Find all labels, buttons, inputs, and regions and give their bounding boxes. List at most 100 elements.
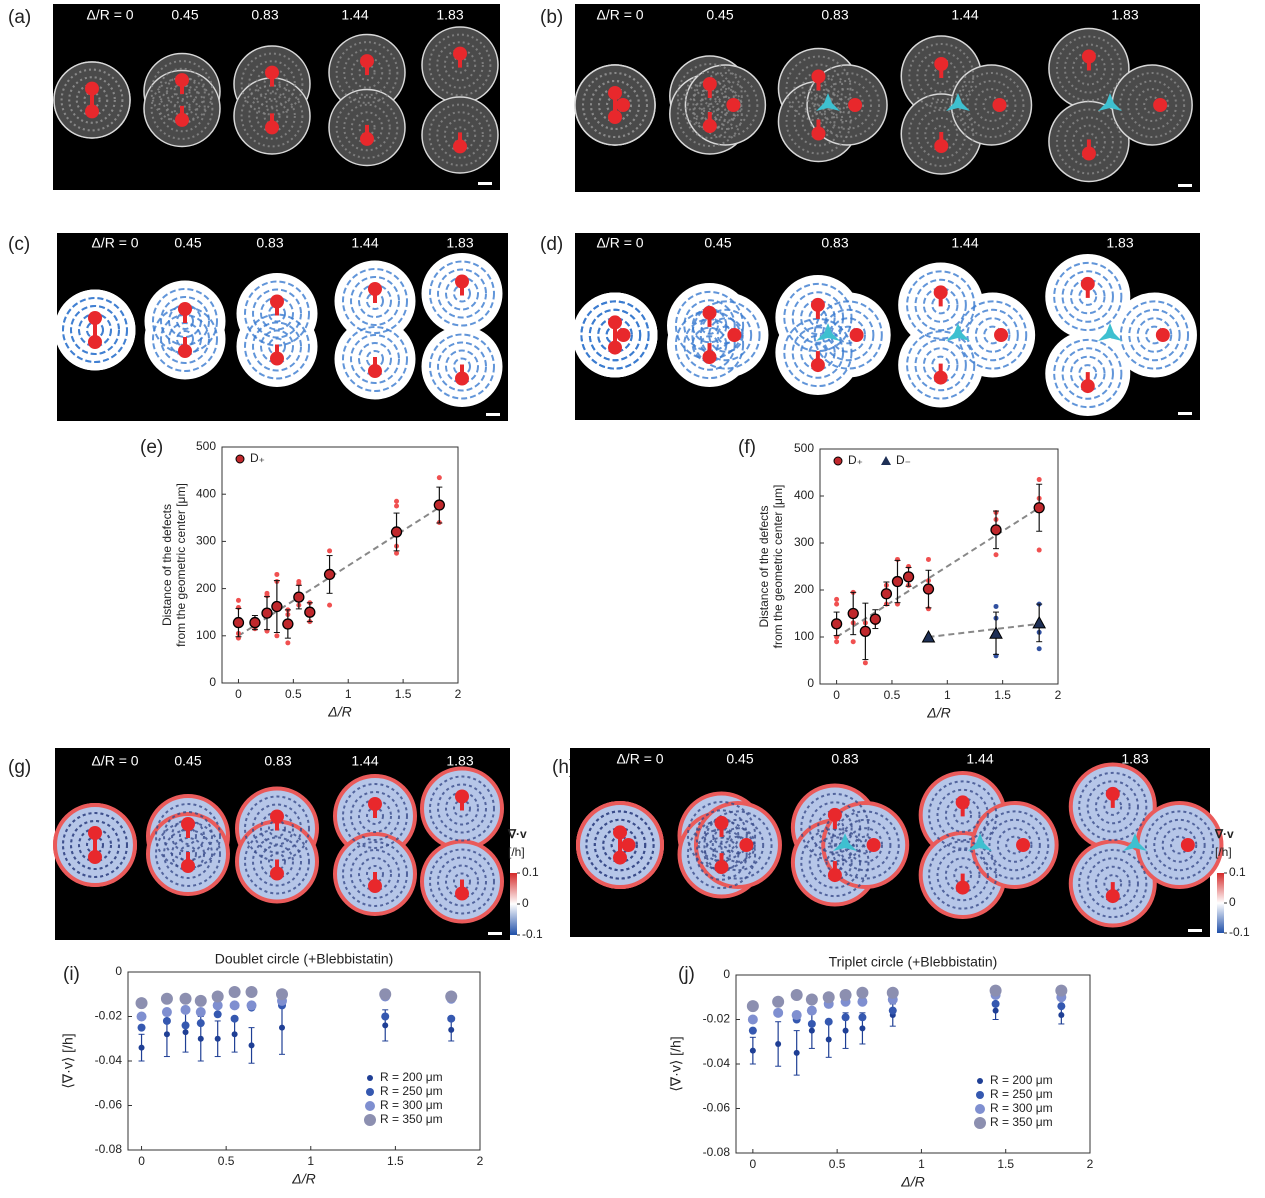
ratio-label: 0.45 (704, 235, 731, 251)
plus-defect (175, 112, 189, 127)
x-tick-label: 1 (307, 1154, 314, 1168)
plus-defect (265, 65, 279, 80)
plus-defect (726, 98, 741, 112)
texture (590, 80, 640, 130)
texture (62, 812, 128, 878)
plus-defect (85, 81, 99, 96)
texture (248, 60, 296, 108)
plus-defect-tail (939, 132, 944, 142)
plus-defect (270, 809, 284, 824)
plus-defect-tail (938, 363, 943, 374)
plus-defect-tail (373, 357, 377, 367)
texture (801, 71, 836, 106)
data-point (991, 999, 1000, 1008)
plus-defect (455, 371, 469, 386)
data-point (276, 988, 288, 1001)
legend-marker (235, 454, 245, 464)
plus-defect (727, 328, 742, 342)
x-tick-label: 1.5 (994, 688, 1011, 702)
plus-defect-tail (90, 97, 94, 108)
texture (908, 43, 975, 109)
data-point (445, 990, 458, 1003)
plus-defect-tail (832, 818, 837, 829)
plus-defect (1016, 838, 1031, 852)
plus-defect-tail (816, 119, 821, 130)
ratio-label: 1.83 (1111, 7, 1138, 23)
texture (793, 63, 844, 114)
texture (847, 827, 884, 863)
texture (350, 111, 384, 144)
plus-defect-tail (939, 68, 944, 78)
legend-marker (977, 1078, 983, 1084)
scale-bar (488, 932, 502, 935)
data-point (181, 1021, 190, 1030)
data-point (1055, 984, 1068, 997)
plus-defect (810, 358, 825, 373)
plus-defect (453, 139, 467, 154)
minus-defect (833, 833, 857, 851)
data-point (1057, 1002, 1066, 1011)
sample-point (394, 550, 400, 556)
x-tick-label: 0 (235, 687, 242, 701)
texture (924, 117, 959, 151)
x-tick-label: 1 (918, 1157, 925, 1171)
data-point (841, 1013, 850, 1022)
plus-defect (811, 126, 826, 141)
texture (814, 72, 881, 138)
panel-label: (f) (738, 437, 756, 458)
data-point (842, 1027, 849, 1034)
data-point (261, 607, 273, 619)
data-point (323, 568, 336, 581)
plus-defect (934, 57, 949, 71)
texture (914, 338, 967, 392)
scale-bar (1188, 929, 1202, 932)
y-axis-label: from the geometric center [μm] (174, 483, 188, 647)
texture (953, 805, 973, 825)
plus-defect-tail (707, 343, 712, 354)
plus-defect (1080, 379, 1095, 394)
texture (800, 792, 870, 863)
plus-defect (178, 344, 192, 358)
texture (1086, 857, 1139, 910)
texture (996, 827, 1033, 863)
y-tick-label: 0 (115, 964, 122, 978)
texture (928, 780, 998, 850)
cell-domain (970, 801, 1059, 889)
plus-defect (849, 328, 864, 342)
y-tick-label: -0.06 (95, 1098, 123, 1112)
plus-defect (739, 838, 754, 852)
minus-defect (1098, 323, 1122, 341)
texture (1069, 355, 1106, 392)
texture (1071, 51, 1106, 86)
texture (1119, 300, 1190, 370)
ratio-label: 0.83 (821, 7, 848, 23)
plus-defect (714, 860, 729, 875)
ratio-label: 0.45 (171, 7, 198, 23)
texture (793, 96, 844, 147)
plus-defect (368, 879, 382, 893)
data-point (213, 1010, 222, 1019)
data-point (790, 989, 803, 1002)
texture (830, 317, 867, 353)
sample-point (327, 602, 333, 608)
texture (800, 299, 836, 336)
texture (928, 840, 998, 910)
plus-defect (360, 54, 374, 69)
plus-defect (827, 868, 842, 883)
texture (1061, 270, 1114, 323)
texture (936, 848, 989, 902)
texture (335, 41, 399, 104)
ratio-label: 0.83 (264, 753, 291, 769)
plus-defect (88, 850, 102, 864)
legend-label: R = 250 μm (380, 1084, 443, 1098)
data-point (447, 1014, 456, 1023)
plus-defect-tail (816, 80, 821, 91)
texture (700, 105, 719, 123)
plus-defect-tail (186, 852, 190, 862)
texture (783, 282, 853, 353)
data-point (135, 997, 148, 1010)
plus-defect-tail (458, 132, 462, 143)
fit-line (836, 506, 1040, 638)
texture (1079, 132, 1098, 151)
scale-bar (478, 182, 492, 185)
